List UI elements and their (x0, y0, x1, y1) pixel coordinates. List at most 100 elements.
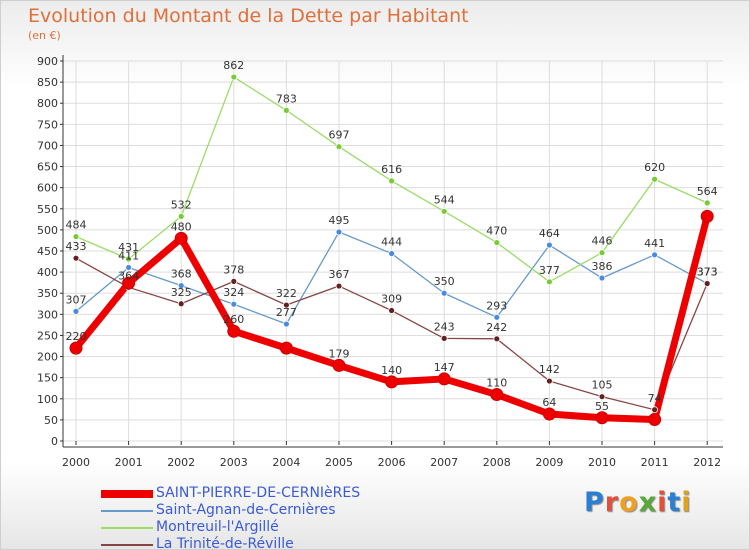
data-label: 444 (381, 236, 402, 249)
data-label: 862 (223, 59, 244, 72)
data-point (388, 177, 396, 185)
data-label: 697 (329, 129, 350, 142)
data-label: 470 (486, 225, 507, 238)
data-label: 242 (486, 321, 507, 334)
data-point (72, 307, 80, 315)
y-tick-label: 700 (37, 139, 58, 152)
data-label: 140 (381, 364, 402, 377)
data-label: 564 (697, 185, 718, 198)
data-label: 446 (592, 235, 613, 248)
data-point (177, 282, 185, 290)
data-point (69, 341, 83, 355)
data-point (651, 406, 658, 414)
legend-label: Saint-Agnan-de-Cernières (156, 502, 336, 518)
legend-label: Montreuil-l'Argillé (156, 519, 279, 535)
data-label: 142 (539, 363, 560, 376)
data-point (177, 212, 185, 220)
data-label: 495 (329, 214, 350, 227)
data-label: 260 (223, 313, 244, 326)
data-label: 368 (171, 268, 192, 281)
data-point (546, 377, 553, 385)
data-label: 783 (276, 92, 297, 105)
data-point (230, 300, 238, 308)
data-point (125, 255, 132, 263)
data-label: 433 (66, 240, 87, 253)
data-label: 64 (542, 396, 556, 409)
data-point (703, 199, 711, 207)
y-tick-label: 750 (37, 118, 58, 131)
x-tick-label: 2007 (430, 456, 458, 469)
data-point (493, 239, 501, 246)
data-label: 373 (697, 266, 718, 279)
data-label: 441 (644, 237, 665, 250)
data-label: 620 (644, 161, 665, 174)
data-point (177, 300, 185, 308)
y-tick-label: 600 (37, 182, 58, 195)
x-tick-label: 2006 (378, 456, 406, 469)
data-point (546, 278, 553, 286)
data-point (227, 324, 241, 338)
data-label: 367 (329, 268, 350, 281)
proxiti-logo[interactable]: Proxiti (584, 487, 692, 518)
data-point (282, 107, 290, 114)
logo-letter: i (657, 487, 668, 518)
x-tick-label: 2003 (220, 456, 248, 469)
data-label: 373 (697, 266, 718, 279)
logo-letter: t (667, 487, 682, 518)
data-point (72, 254, 80, 262)
data-label: 324 (223, 286, 244, 299)
data-label: 147 (434, 361, 455, 374)
data-label: 411 (118, 249, 139, 262)
x-tick-label: 2005 (325, 456, 353, 469)
data-point (440, 207, 448, 215)
logo-letter: o (619, 487, 639, 518)
y-tick-label: 100 (37, 393, 58, 406)
chart-subtitle: (en €) (28, 29, 61, 42)
legend-label: La Trinité-de-Réville (156, 536, 294, 550)
data-point (335, 143, 343, 151)
y-tick-label: 650 (37, 161, 58, 174)
data-point (648, 412, 662, 426)
data-label: 309 (381, 293, 402, 306)
data-label: 431 (118, 241, 139, 254)
data-label: 105 (592, 379, 613, 392)
data-point (437, 372, 451, 386)
data-point (700, 209, 714, 223)
data-label: 378 (223, 263, 244, 276)
x-tick-label: 2010 (588, 456, 616, 469)
data-label: 277 (276, 306, 297, 319)
data-point (703, 280, 711, 287)
data-label: 220 (66, 330, 87, 343)
data-point (230, 73, 238, 81)
data-label: 325 (171, 286, 192, 299)
y-tick-label: 450 (37, 245, 58, 258)
data-point (279, 341, 293, 355)
data-label: 293 (486, 299, 507, 312)
data-point (595, 411, 609, 425)
x-tick-label: 2008 (483, 456, 511, 469)
y-tick-label: 50 (44, 414, 58, 427)
data-label: 484 (66, 219, 87, 232)
logo-letter: P (584, 487, 605, 518)
data-point (490, 388, 504, 402)
data-point (125, 264, 132, 271)
data-label: 243 (434, 320, 455, 333)
y-tick-label: 550 (37, 203, 58, 216)
y-tick-label: 800 (37, 97, 58, 110)
legend-swatch (101, 544, 153, 546)
data-label: 74 (648, 392, 662, 405)
data-point (282, 301, 290, 309)
data-point (440, 289, 448, 297)
data-point (546, 241, 553, 249)
x-tick-label: 2012 (693, 456, 721, 469)
y-tick-label: 200 (37, 351, 58, 364)
data-point (335, 282, 343, 290)
x-tick-label: 2002 (167, 456, 195, 469)
data-point (388, 307, 396, 314)
y-tick-label: 900 (37, 55, 58, 68)
x-tick-label: 2001 (115, 456, 143, 469)
y-tick-label: 850 (37, 76, 58, 89)
data-point (335, 228, 343, 236)
data-point (282, 320, 290, 328)
y-tick-label: 500 (37, 224, 58, 237)
